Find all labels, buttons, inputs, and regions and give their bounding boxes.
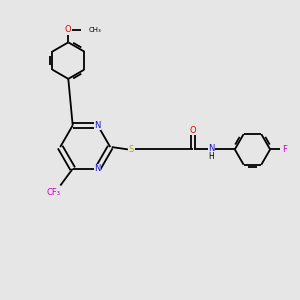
Text: O: O (190, 126, 196, 135)
Text: S: S (129, 145, 134, 154)
Text: F: F (282, 145, 287, 154)
Text: N: N (94, 121, 101, 130)
Text: CH₃: CH₃ (89, 27, 102, 33)
Text: O: O (65, 25, 72, 34)
Text: N: N (208, 144, 214, 153)
Text: H: H (208, 152, 214, 161)
Text: CF₃: CF₃ (46, 188, 61, 197)
Text: N: N (94, 164, 101, 173)
